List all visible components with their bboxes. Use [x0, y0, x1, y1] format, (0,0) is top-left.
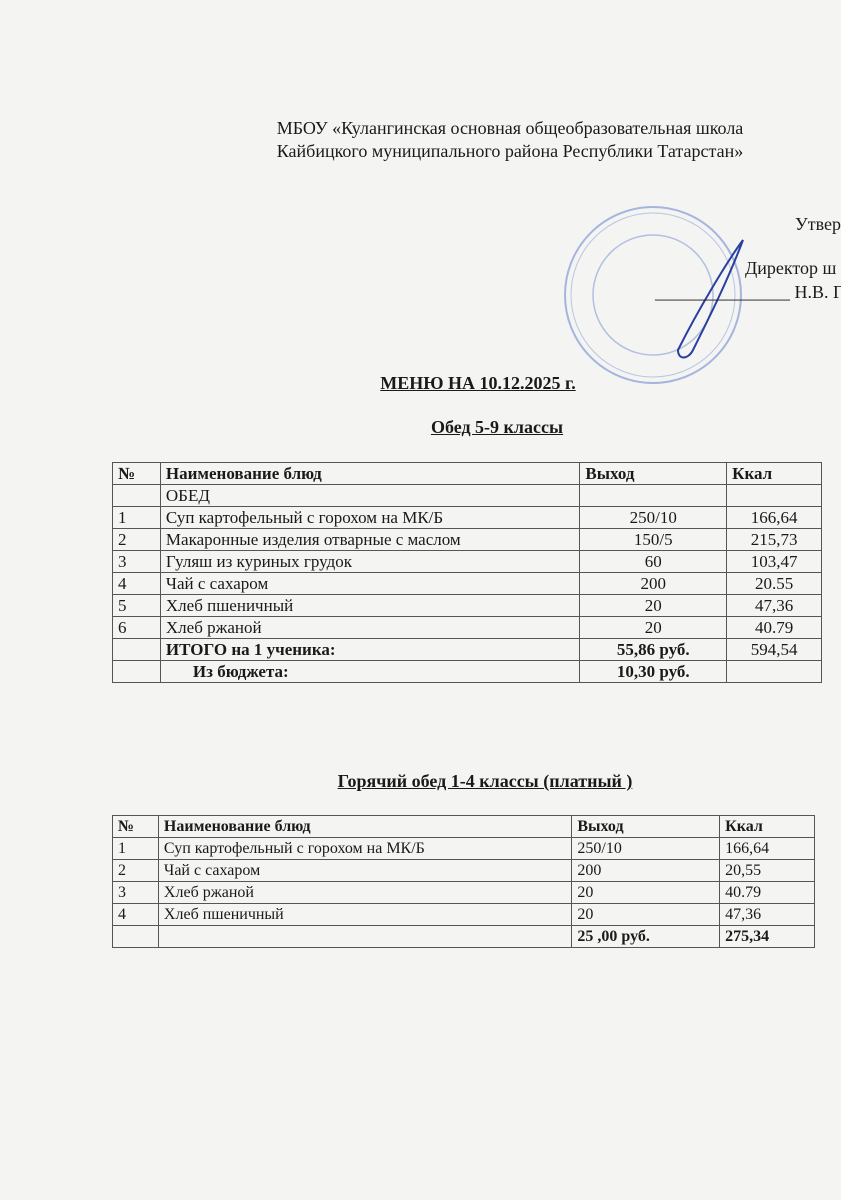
dish-name: Суп картофельный с горохом на МК/Б — [159, 506, 581, 529]
row-number: 1 — [112, 506, 161, 529]
school-seal-stamp — [564, 206, 744, 384]
dish-name: Чай с сахаром — [159, 572, 581, 595]
director-signature: _______________ Н.В. Гур — [655, 282, 841, 302]
table-row: 2 Чай с сахаром 200 20,55 — [112, 859, 815, 882]
dish-kcal: 40.79 — [719, 881, 815, 904]
dish-output: 20 — [579, 616, 728, 639]
section2-title: Горячий обед 1-4 классы (платный ) — [337, 771, 633, 791]
table-row: 5 Хлеб пшеничный 20 47,36 — [112, 594, 822, 617]
header-output: Выход — [571, 815, 721, 838]
dish-output: 20 — [579, 594, 728, 617]
table-row: 2 Макаронные изделия отварные с маслом 150… — [112, 528, 822, 551]
row-number: 4 — [112, 903, 159, 926]
row-number: 6 — [112, 616, 161, 639]
dish-name: Хлеб пшеничный — [157, 903, 573, 926]
dish-kcal: 103,47 — [726, 550, 822, 573]
dish-kcal: 40.79 — [726, 616, 822, 639]
stamp-inner-ring — [592, 234, 714, 356]
row-number: 3 — [112, 881, 159, 904]
table-row: 1 Суп картофельный с горохом на МК/Б 250/1… — [112, 837, 815, 860]
row-number: 2 — [112, 528, 161, 551]
menu-title: МЕНЮ НА 10.12.2025 г. — [380, 373, 576, 393]
dish-kcal: 20.55 — [726, 572, 822, 595]
total-row: ИТОГО на 1 ученика: 55,86 руб. 594,54 — [112, 638, 822, 661]
dish-kcal: 20,55 — [719, 859, 815, 882]
table-row: 1 Суп картофельный с горохом на МК/Б 250/1… — [112, 506, 822, 529]
table-body: 1 Суп картофельный с горохом на МК/Б 250/1… — [112, 506, 822, 639]
dish-name: Хлеб ржаной — [159, 616, 581, 639]
dish-name: Чай с сахаром — [157, 859, 573, 882]
signature-icon — [676, 239, 744, 359]
total-kcal: 275,34 — [719, 925, 815, 948]
group-label: ОБЕД — [159, 484, 581, 507]
dish-name: Гуляш из куриных грудок — [159, 550, 581, 573]
table-body: 1 Суп картофельный с горохом на МК/Б 250/1… — [112, 837, 815, 926]
dish-output: 250/10 — [571, 837, 721, 860]
dish-output: 20 — [571, 903, 721, 926]
table-header-row: № Наименование блюд Выход Ккал — [112, 815, 815, 838]
row-number: 4 — [112, 572, 161, 595]
header-kcal: Ккал — [719, 815, 815, 838]
dish-name: Суп картофельный с горохом на МК/Б — [157, 837, 573, 860]
budget-price: 10,30 руб. — [579, 660, 728, 683]
dish-name: Макаронные изделия отварные с маслом — [159, 528, 581, 551]
school-name-line-1: МБОУ «Кулангинская основная общеобразова… — [276, 118, 744, 138]
header-dish: Наименование блюд — [157, 815, 573, 838]
header-output: Выход — [579, 462, 728, 485]
budget-row: Из бюджета: 10,30 руб. — [112, 660, 822, 683]
dish-kcal: 166,64 — [726, 506, 822, 529]
table-row: 6 Хлеб ржаной 20 40.79 — [112, 616, 822, 639]
row-number: 5 — [112, 594, 161, 617]
school-name-line-2: Кайбицкого муниципального района Республ… — [276, 141, 744, 161]
dish-output: 60 — [579, 550, 728, 573]
table-row: 4 Хлеб пшеничный 20 47,36 — [112, 903, 815, 926]
total-price: 25 ,00 руб. — [571, 925, 721, 948]
budget-label: Из бюджета: — [159, 660, 581, 683]
total-kcal: 594,54 — [726, 638, 822, 661]
table-row: ОБЕД — [112, 484, 822, 507]
dish-output: 20 — [571, 881, 721, 904]
total-price: 55,86 руб. — [579, 638, 728, 661]
header-kcal: Ккал — [726, 462, 822, 485]
dish-output: 200 — [579, 572, 728, 595]
dish-name: Хлеб ржаной — [157, 881, 573, 904]
row-number: 3 — [112, 550, 161, 573]
dish-kcal: 47,36 — [726, 594, 822, 617]
stamp-outer-ring — [564, 206, 742, 384]
table-row: 4 Чай с сахаром 200 20.55 — [112, 572, 822, 595]
approved-label: Утвер — [795, 214, 841, 234]
row-number: 1 — [112, 837, 159, 860]
dish-name: Хлеб пшеничный — [159, 594, 581, 617]
total-row: 25 ,00 руб. 275,34 — [112, 925, 815, 948]
header-dish: Наименование блюд — [159, 462, 581, 485]
dish-kcal: 166,64 — [719, 837, 815, 860]
stamp-text-ring — [570, 212, 736, 378]
section1-title: Обед 5-9 классы — [430, 417, 564, 437]
table-header-row: № Наименование блюд Выход Ккал — [112, 462, 822, 485]
director-position: Директор ш — [745, 258, 837, 278]
table-row: 3 Гуляш из куриных грудок 60 103,47 — [112, 550, 822, 573]
header-number: № — [112, 462, 161, 485]
lunch-1-4-table: № Наименование блюд Выход Ккал 1 Суп карт… — [112, 815, 815, 948]
dish-kcal: 47,36 — [719, 903, 815, 926]
dish-output: 200 — [571, 859, 721, 882]
header-number: № — [112, 815, 159, 838]
table-row: 3 Хлеб ржаной 20 40.79 — [112, 881, 815, 904]
dish-output: 250/10 — [579, 506, 728, 529]
dish-output: 150/5 — [579, 528, 728, 551]
dish-kcal: 215,73 — [726, 528, 822, 551]
total-label: ИТОГО на 1 ученика: — [159, 638, 581, 661]
row-number: 2 — [112, 859, 159, 882]
lunch-5-9-table: № Наименование блюд Выход Ккал ОБЕД 1 Суп… — [112, 462, 822, 683]
